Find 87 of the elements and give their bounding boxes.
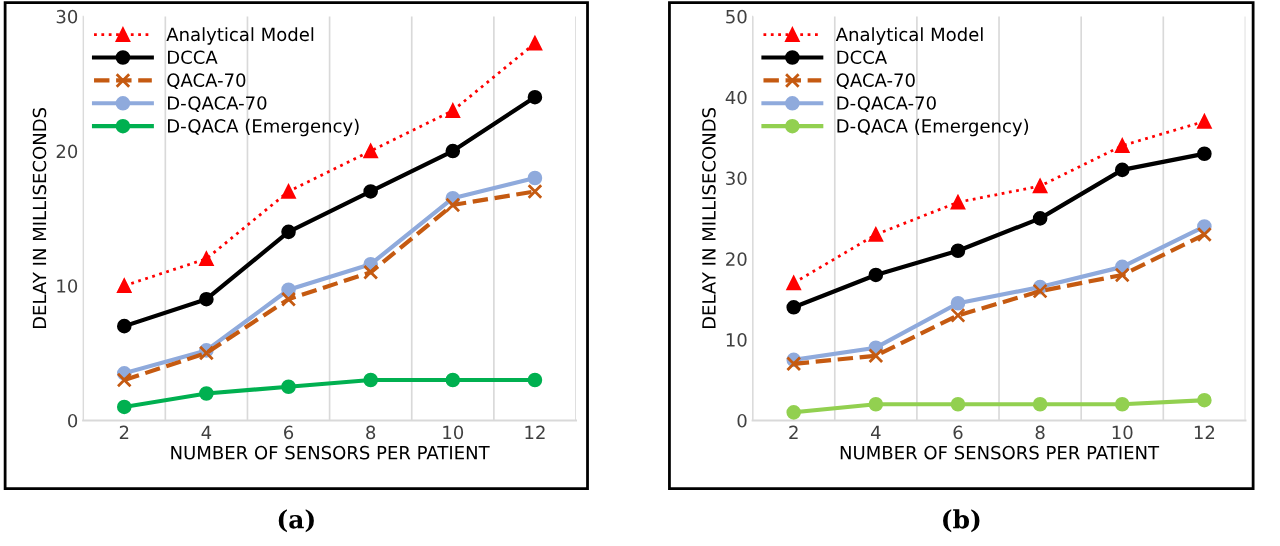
point xyxy=(1197,392,1212,408)
point xyxy=(445,372,461,388)
point xyxy=(868,267,884,283)
legend-label: Analytical Model xyxy=(166,27,314,45)
point xyxy=(950,307,966,324)
point xyxy=(116,318,132,334)
legend-label: D-QACA (Emergency) xyxy=(168,118,359,137)
x-tick-label: 6 xyxy=(953,425,963,440)
point xyxy=(868,396,884,412)
legend-label: Analytical Model xyxy=(835,27,983,45)
x-tick-label: 8 xyxy=(1035,425,1045,440)
point xyxy=(1032,178,1048,194)
point xyxy=(868,348,884,364)
y-tick-label: 10 xyxy=(57,279,78,293)
point xyxy=(950,396,966,412)
point xyxy=(786,275,801,291)
point xyxy=(868,227,884,242)
x-tick-label: 10 xyxy=(1112,425,1133,440)
point xyxy=(199,386,214,401)
y-tick-label: 0 xyxy=(68,413,78,428)
point xyxy=(199,251,214,267)
point xyxy=(527,89,543,105)
legend-label: DCCA xyxy=(837,50,888,65)
y-tick-label: 20 xyxy=(726,252,747,266)
x-axis-title: NUMBER OF SENSORS PER PATIENT xyxy=(171,445,490,460)
point xyxy=(786,356,802,372)
point xyxy=(1032,396,1048,412)
y-tick-label: 10 xyxy=(726,333,747,347)
legend-label: D-QACA-70 xyxy=(837,96,936,112)
point xyxy=(527,36,543,51)
y-axis-title: DELAY IN MILLISECONDS xyxy=(32,107,47,329)
y-tick-label: 20 xyxy=(56,144,78,159)
point xyxy=(950,194,966,210)
x-tick-label: 12 xyxy=(525,425,545,439)
point xyxy=(281,379,296,395)
point xyxy=(1032,283,1048,299)
y-tick-label: 50 xyxy=(726,9,747,24)
point xyxy=(363,143,378,159)
legend-label: D-QACA (Emergency) xyxy=(837,118,1029,137)
point xyxy=(445,103,461,118)
point xyxy=(281,184,296,199)
point xyxy=(445,197,461,213)
x-tick-label: 4 xyxy=(870,425,881,439)
point xyxy=(1114,162,1130,178)
point xyxy=(1196,226,1213,243)
point xyxy=(1114,396,1130,412)
point xyxy=(786,300,801,315)
point xyxy=(527,170,543,186)
point xyxy=(445,143,461,159)
x-tick-label: 6 xyxy=(284,425,294,440)
point xyxy=(527,372,543,388)
x-tick-label: 12 xyxy=(1194,425,1215,439)
legend-label: DCCA xyxy=(168,50,218,65)
point xyxy=(116,399,132,415)
legend-label: QACA-70 xyxy=(167,73,246,90)
legend-label: QACA-70 xyxy=(836,73,915,90)
point xyxy=(363,264,379,280)
point xyxy=(1114,267,1130,283)
point xyxy=(1197,114,1212,129)
point xyxy=(363,184,378,199)
text: (b) xyxy=(943,509,980,533)
point xyxy=(527,183,543,200)
point xyxy=(199,291,214,307)
point xyxy=(116,372,132,388)
x-axis-title: NUMBER OF SENSORS PER PATIENT xyxy=(840,445,1160,460)
point xyxy=(1114,138,1130,153)
x-tick-label: 4 xyxy=(201,425,212,439)
point xyxy=(950,243,966,259)
x-tick-label: 8 xyxy=(366,425,376,440)
y-tick-label: 40 xyxy=(725,90,747,105)
text: (a) xyxy=(278,509,314,533)
point xyxy=(280,291,297,307)
point xyxy=(1197,146,1212,162)
x-tick-label: 2 xyxy=(789,425,798,439)
y-tick-label: 30 xyxy=(56,9,78,24)
x-tick-label: 10 xyxy=(443,425,464,440)
y-tick-label: 30 xyxy=(726,171,747,186)
point xyxy=(116,278,132,294)
point xyxy=(281,224,296,240)
x-tick-label: 2 xyxy=(119,425,129,439)
point xyxy=(363,372,378,388)
y-axis-title: DELAY IN MILLISECONDS xyxy=(702,107,716,329)
point xyxy=(1032,211,1048,226)
legend-label: D-QACA-70 xyxy=(168,96,267,112)
y-tick-label: 0 xyxy=(737,413,747,428)
point xyxy=(950,295,966,311)
point xyxy=(786,405,801,420)
